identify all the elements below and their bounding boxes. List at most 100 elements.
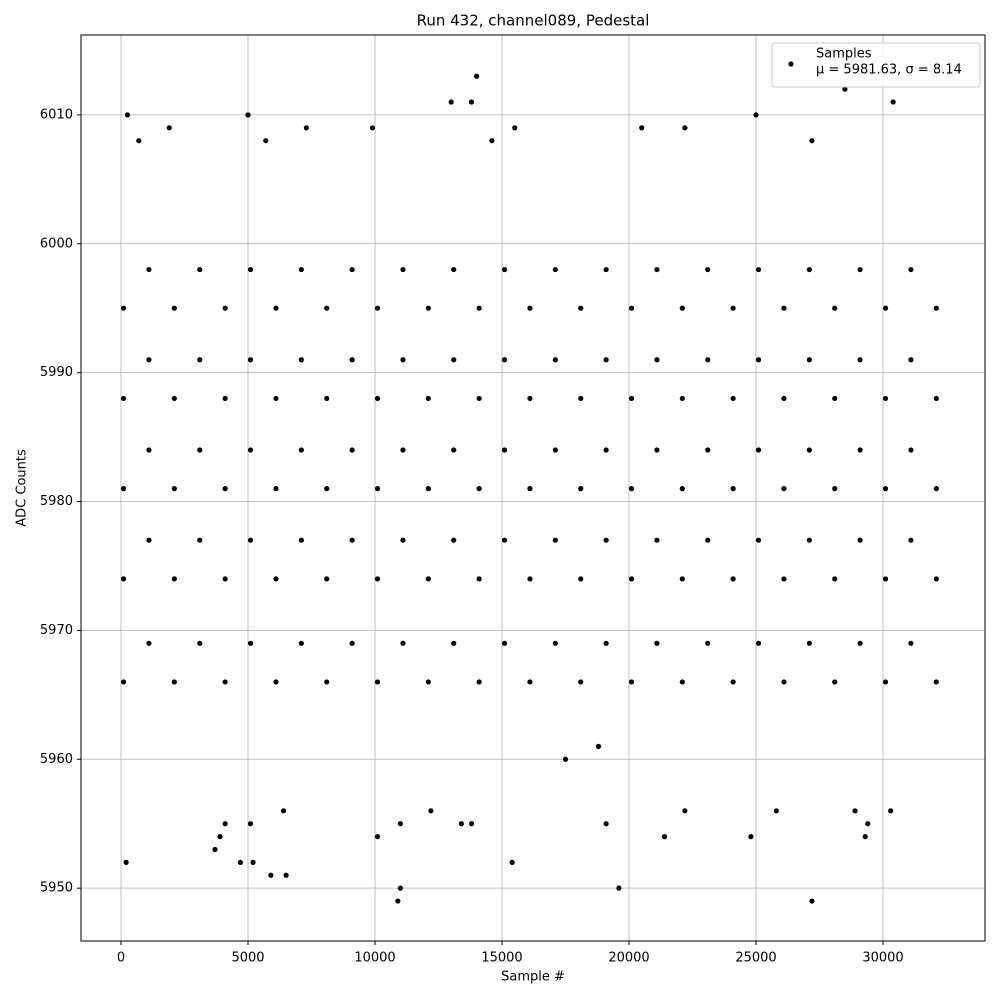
data-point bbox=[298, 537, 304, 543]
data-point bbox=[755, 447, 762, 453]
data-point bbox=[562, 756, 569, 762]
data-point bbox=[400, 357, 406, 363]
data-point bbox=[705, 640, 711, 646]
data-point bbox=[476, 486, 482, 492]
data-point bbox=[682, 808, 688, 814]
data-point bbox=[448, 99, 454, 105]
y-tick-label: 5980 bbox=[40, 494, 73, 509]
data-point bbox=[852, 808, 858, 814]
data-point bbox=[832, 576, 838, 582]
data-point bbox=[679, 395, 685, 402]
data-point bbox=[857, 266, 863, 273]
data-point bbox=[809, 138, 815, 144]
x-tick-label: 20000 bbox=[608, 951, 649, 966]
data-point bbox=[324, 305, 330, 311]
data-point bbox=[806, 266, 812, 273]
data-point bbox=[933, 576, 939, 582]
data-point bbox=[273, 395, 279, 402]
x-axis-label: Sample # bbox=[501, 970, 565, 985]
data-point bbox=[857, 537, 863, 543]
data-point bbox=[654, 537, 660, 543]
data-point bbox=[832, 305, 838, 311]
data-point bbox=[400, 266, 406, 273]
data-point bbox=[374, 834, 381, 840]
data-point bbox=[806, 447, 812, 453]
data-point bbox=[578, 486, 584, 492]
data-point bbox=[654, 357, 660, 363]
data-point bbox=[781, 395, 787, 402]
data-point bbox=[237, 859, 243, 865]
data-point bbox=[374, 305, 381, 311]
data-point bbox=[451, 357, 457, 363]
data-point bbox=[628, 305, 635, 311]
data-point bbox=[374, 486, 381, 492]
data-point bbox=[247, 640, 254, 646]
data-point bbox=[679, 679, 685, 685]
legend-marker bbox=[788, 61, 794, 67]
data-point bbox=[247, 821, 254, 827]
data-point bbox=[755, 357, 762, 363]
data-point bbox=[882, 486, 889, 492]
data-point bbox=[273, 679, 279, 685]
data-point bbox=[908, 266, 914, 273]
data-point bbox=[273, 305, 279, 311]
data-point bbox=[908, 640, 914, 646]
data-point bbox=[527, 679, 533, 685]
data-point bbox=[217, 834, 223, 840]
data-point bbox=[171, 305, 177, 311]
data-point bbox=[166, 125, 172, 131]
data-point bbox=[146, 357, 152, 363]
data-point bbox=[501, 537, 508, 543]
y-tick-label: 6010 bbox=[40, 107, 73, 122]
data-point bbox=[809, 898, 815, 904]
data-point bbox=[298, 266, 304, 273]
data-point bbox=[603, 640, 609, 646]
y-tick-label: 5950 bbox=[40, 881, 73, 896]
data-point bbox=[324, 395, 330, 402]
data-point bbox=[781, 576, 787, 582]
data-point bbox=[146, 640, 152, 646]
data-point bbox=[857, 640, 863, 646]
data-point bbox=[682, 125, 688, 131]
data-point bbox=[298, 640, 304, 646]
data-point bbox=[755, 537, 762, 543]
data-point bbox=[888, 808, 894, 814]
data-point bbox=[197, 357, 203, 363]
data-point bbox=[842, 86, 848, 92]
data-point bbox=[451, 447, 457, 453]
data-point bbox=[369, 125, 376, 131]
data-point bbox=[247, 537, 254, 543]
y-tick-label: 5990 bbox=[40, 365, 73, 380]
points bbox=[120, 73, 939, 904]
data-point bbox=[679, 576, 685, 582]
data-point bbox=[222, 395, 228, 402]
data-point bbox=[639, 125, 645, 131]
data-point bbox=[603, 537, 609, 543]
data-point bbox=[120, 395, 127, 402]
data-point bbox=[222, 305, 228, 311]
data-point bbox=[468, 821, 475, 827]
data-point bbox=[146, 266, 152, 273]
data-point bbox=[324, 486, 330, 492]
data-point bbox=[755, 640, 762, 646]
data-point bbox=[603, 821, 609, 827]
data-point bbox=[501, 640, 508, 646]
data-point bbox=[247, 266, 254, 273]
data-point bbox=[512, 125, 518, 131]
data-point bbox=[349, 357, 355, 363]
data-point bbox=[280, 808, 287, 814]
data-point bbox=[171, 395, 177, 402]
data-point bbox=[451, 640, 457, 646]
data-point bbox=[730, 395, 736, 402]
data-point bbox=[400, 447, 406, 453]
data-point bbox=[661, 834, 668, 840]
data-point bbox=[197, 266, 203, 273]
data-point bbox=[578, 576, 584, 582]
data-point bbox=[245, 112, 251, 118]
data-point bbox=[324, 576, 330, 582]
data-point bbox=[397, 821, 404, 827]
y-tick-label: 6000 bbox=[40, 236, 73, 251]
data-point bbox=[374, 576, 381, 582]
data-point bbox=[933, 679, 939, 685]
